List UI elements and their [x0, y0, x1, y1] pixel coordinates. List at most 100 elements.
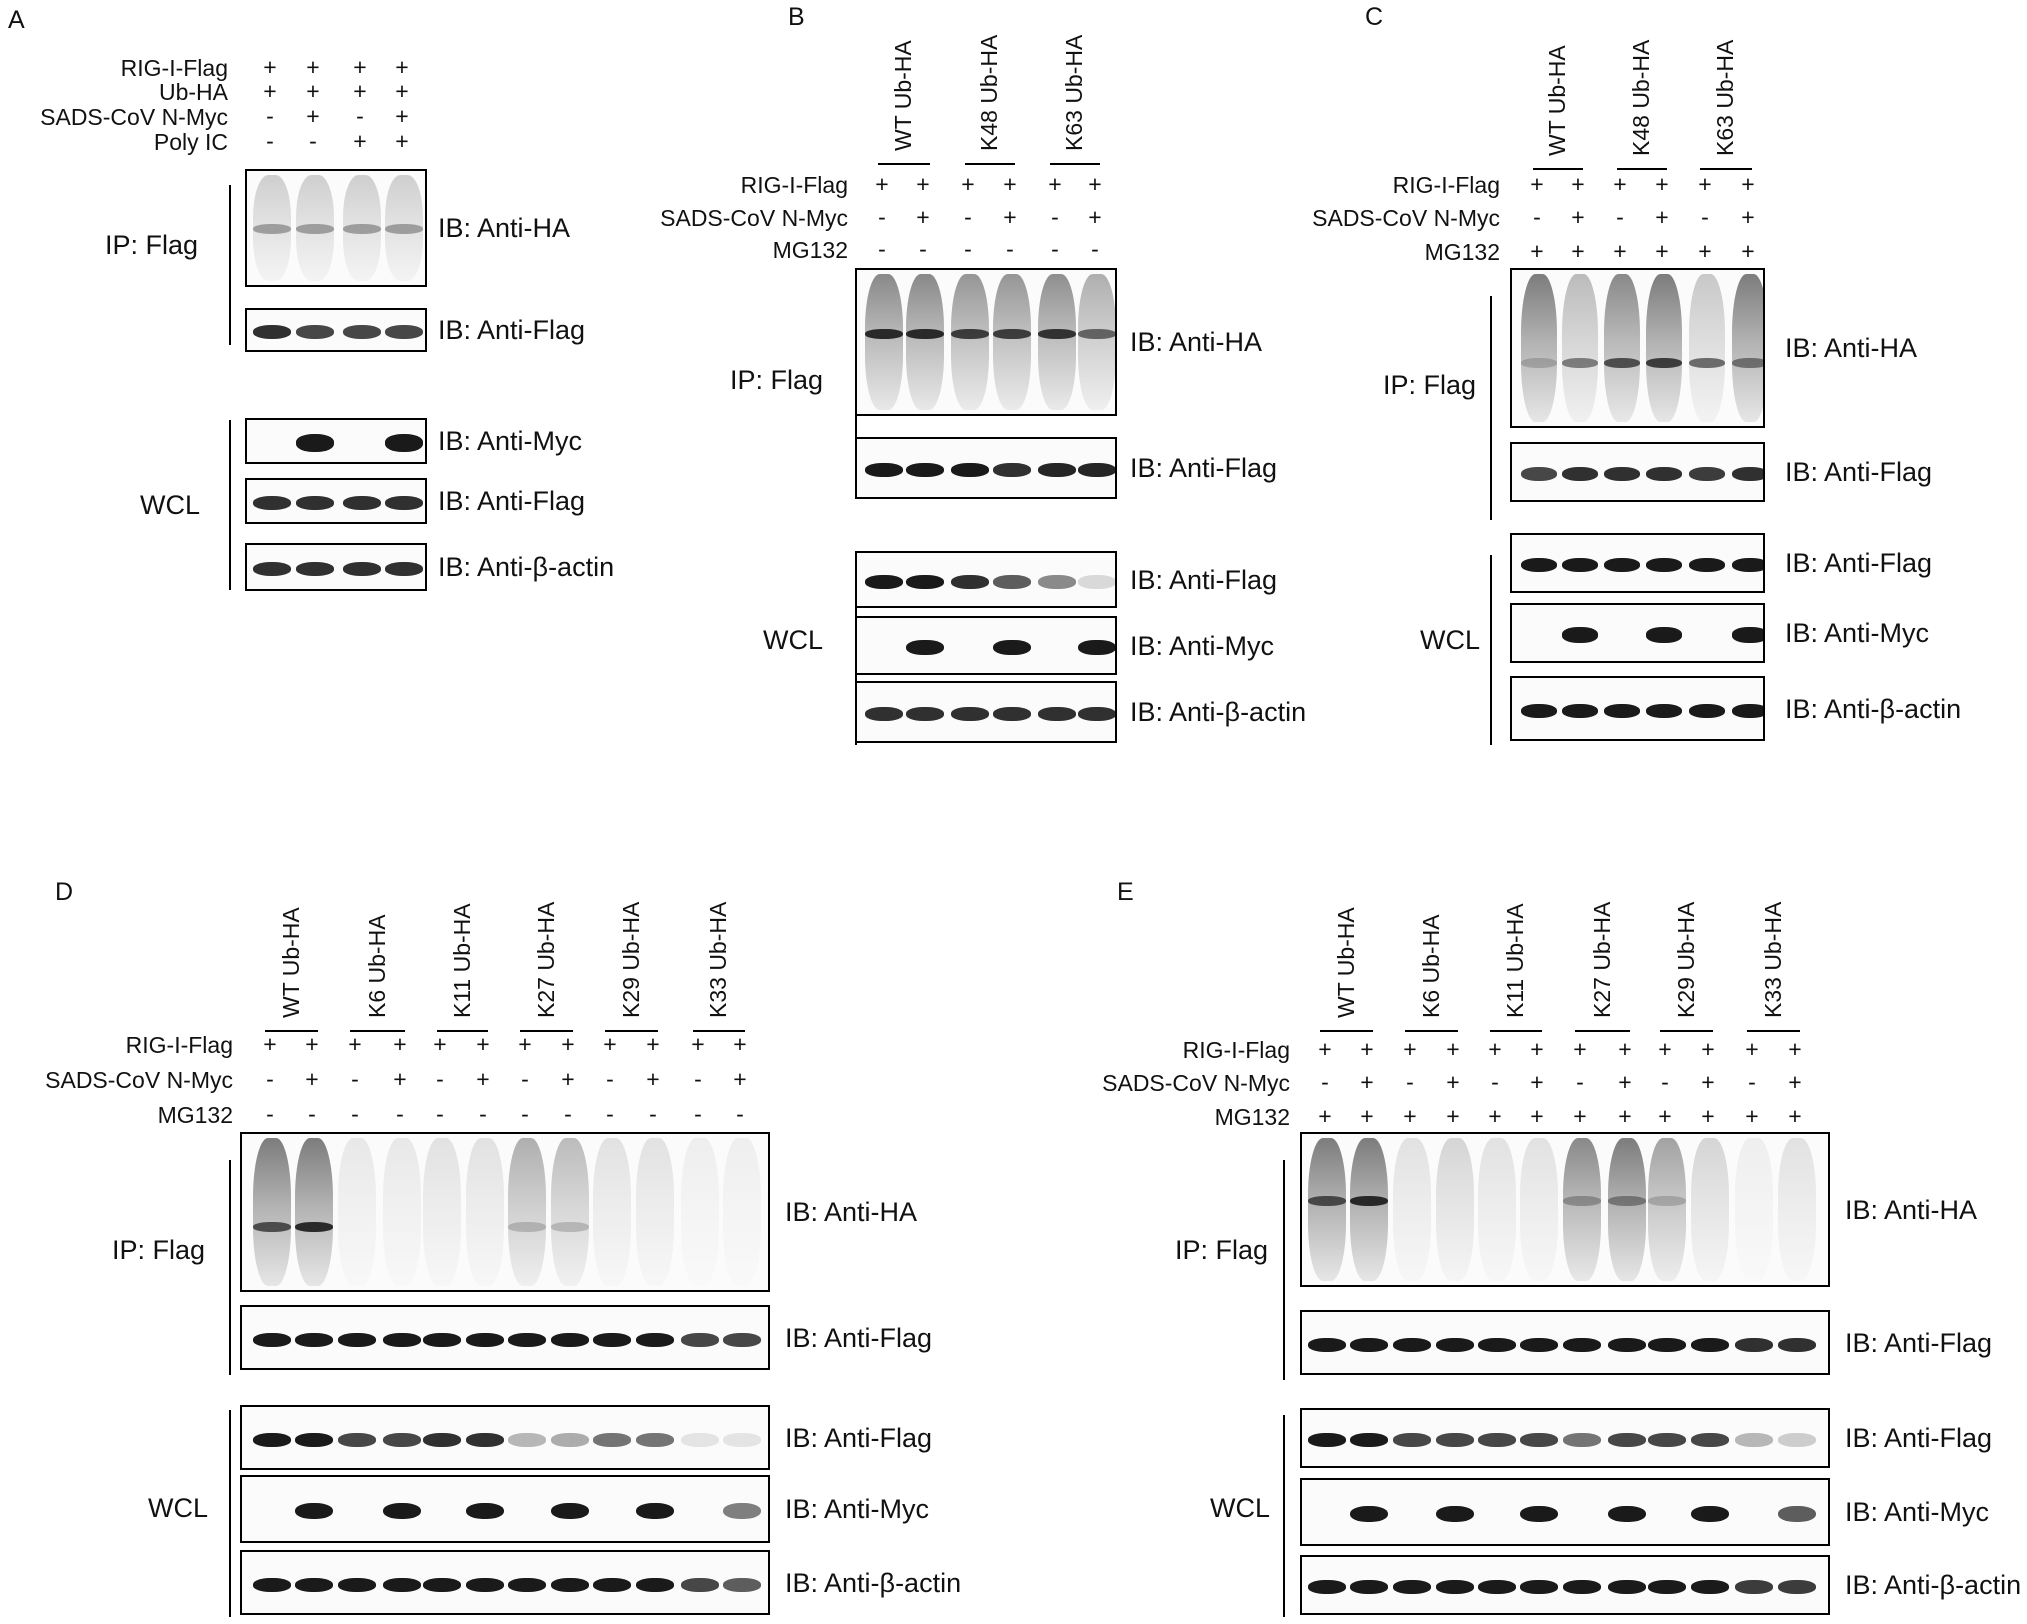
band	[252, 562, 292, 576]
condition-sign: -	[351, 1066, 359, 1092]
condition-sign: -	[1616, 204, 1624, 230]
band	[1350, 1505, 1388, 1523]
ubiquitin-smear	[1350, 1138, 1388, 1281]
blot-4	[240, 1550, 770, 1615]
band	[1561, 358, 1599, 368]
condition-sign: +	[1048, 171, 1062, 197]
band	[384, 325, 424, 339]
condition-sign: -	[266, 1101, 274, 1127]
wcl-group-label: WCL	[140, 490, 200, 520]
ib-label: IB: Anti-Flag	[438, 315, 586, 345]
band	[1731, 358, 1763, 368]
lane-group-bar	[520, 1030, 573, 1032]
band	[681, 1577, 719, 1592]
band	[1078, 707, 1115, 721]
panel-a-letter: A	[8, 6, 25, 34]
band	[342, 224, 382, 235]
condition-sign: +	[476, 1031, 490, 1057]
band	[252, 325, 292, 339]
band	[551, 1502, 589, 1520]
condition-sign: -	[564, 1101, 572, 1127]
band	[551, 1222, 589, 1232]
condition-sign: -	[878, 236, 886, 262]
band	[1608, 1505, 1646, 1523]
condition-sign: -	[521, 1066, 529, 1092]
band	[1436, 1505, 1474, 1523]
ubiquitin-smear	[1691, 1138, 1729, 1281]
band	[1648, 1196, 1686, 1206]
band	[1603, 558, 1641, 572]
lane-group-bar	[965, 163, 1015, 165]
condition-sign: +	[1403, 1103, 1417, 1129]
band	[342, 325, 382, 339]
blot-0	[240, 1132, 770, 1292]
lane-group-label: WT Ub-HA	[277, 907, 304, 1018]
band	[723, 1502, 761, 1520]
condition-sign: +	[1745, 1103, 1759, 1129]
band	[1520, 703, 1558, 718]
band	[383, 1432, 421, 1447]
condition-sign: +	[393, 1031, 407, 1057]
blot-2	[245, 418, 427, 464]
condition-sign: +	[1788, 1103, 1802, 1129]
ib-label: IB: Anti-Myc	[1130, 630, 1275, 661]
band	[253, 1432, 291, 1447]
band	[1608, 1337, 1646, 1352]
ubiquitin-smear	[383, 1138, 421, 1286]
band	[593, 1332, 631, 1347]
condition-label: SADS-CoV N-Myc	[660, 205, 848, 231]
blot-2	[240, 1405, 770, 1470]
condition-sign: +	[395, 128, 409, 154]
condition-sign: -	[1491, 1069, 1499, 1095]
ubiquitin-smear	[1393, 1138, 1431, 1281]
ib-label: IB: Anti-Flag	[1845, 1423, 1993, 1453]
band	[1778, 1433, 1816, 1447]
ubiquitin-smear	[252, 175, 292, 281]
lane-group-bar	[1575, 1030, 1630, 1032]
condition-sign: +	[1003, 171, 1017, 197]
ib-label: IB: Anti-Myc	[1845, 1497, 1990, 1527]
ubiquitin-smear	[1645, 274, 1683, 422]
band	[384, 496, 424, 510]
band	[1731, 703, 1763, 718]
condition-sign: -	[1701, 204, 1709, 230]
lane-group-label: K29 Ub-HA	[617, 901, 644, 1018]
band	[1735, 1433, 1773, 1447]
condition-sign: -	[878, 204, 886, 230]
condition-sign: +	[1318, 1036, 1332, 1062]
condition-sign: +	[353, 54, 367, 80]
ip-group-label: IP: Flag	[105, 230, 199, 260]
ib-label: IB: Anti-Flag	[1845, 1327, 1993, 1358]
condition-sign: +	[603, 1031, 617, 1057]
condition-sign: +	[1488, 1103, 1502, 1129]
band	[1308, 1580, 1346, 1594]
condition-sign: +	[1088, 204, 1102, 230]
lane-group-bar	[1490, 1030, 1542, 1032]
lane-group-label: K48 Ub-HA	[1628, 39, 1654, 156]
band	[295, 1502, 333, 1520]
band	[1561, 558, 1599, 572]
ib-label: IB: Anti-Flag	[785, 1322, 933, 1353]
band	[1608, 1580, 1646, 1594]
band	[1648, 1433, 1686, 1447]
ib-label: IB: Anti-β-actin	[1130, 697, 1307, 727]
band	[508, 1432, 546, 1447]
lane-group-label: K11 Ub-HA	[1502, 903, 1528, 1018]
condition-sign: +	[1698, 238, 1712, 264]
band	[1735, 1580, 1773, 1594]
condition-sign: +	[348, 1031, 362, 1057]
condition-label: RIG-I-Flag	[1182, 1037, 1290, 1063]
band	[951, 329, 989, 340]
ubiquitin-smear	[253, 1138, 291, 1286]
ib-label: IB: Anti-Flag	[1785, 457, 1933, 487]
condition-sign: -	[606, 1066, 614, 1092]
condition-sign: -	[308, 1101, 316, 1127]
band	[384, 434, 424, 452]
band	[384, 562, 424, 576]
band	[1648, 1580, 1686, 1594]
ip-group-label: IP: Flag	[1175, 1235, 1269, 1265]
wcl-bracket	[1490, 555, 1492, 745]
condition-sign: -	[266, 128, 274, 154]
band	[1563, 1433, 1601, 1447]
